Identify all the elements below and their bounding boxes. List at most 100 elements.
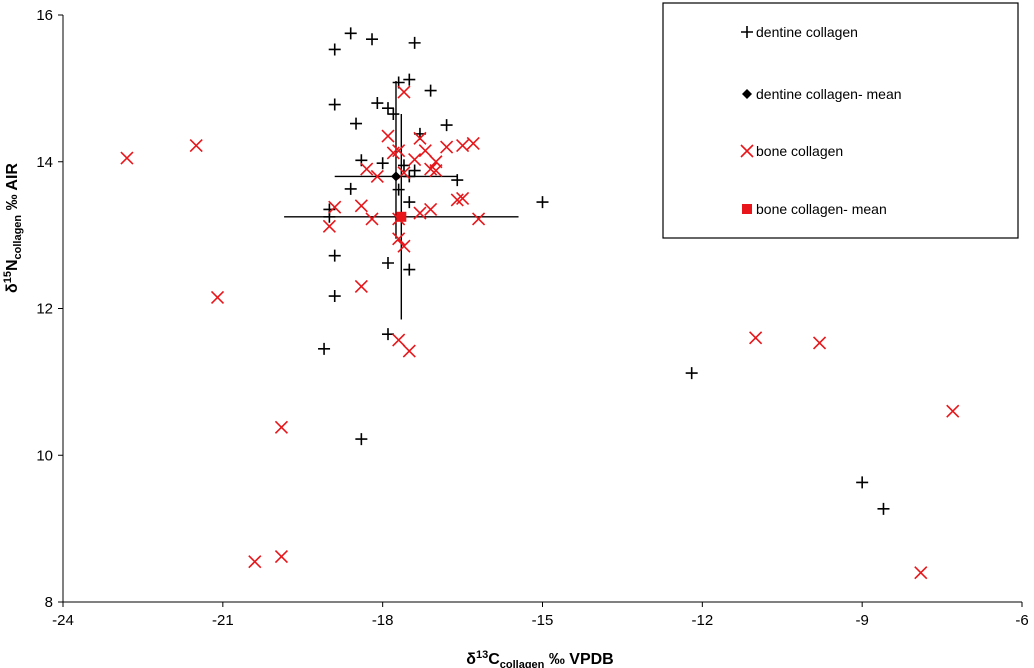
- legend-symbol: [742, 89, 752, 99]
- data-point: [381, 328, 394, 341]
- data-point: [403, 196, 416, 209]
- data-point: [392, 183, 405, 196]
- data-point: [354, 279, 368, 294]
- data-point: [328, 249, 341, 262]
- legend-label: dentine collagen- mean: [756, 86, 902, 102]
- data-point: [451, 174, 464, 187]
- data-point: [812, 336, 827, 350]
- x-tick-label: -9: [855, 612, 868, 629]
- data-point: [360, 162, 374, 176]
- data-point: [946, 404, 960, 418]
- data-point: [210, 290, 225, 305]
- data-point: [344, 182, 357, 195]
- data-point: [685, 367, 698, 380]
- x-tick-label: -12: [691, 612, 713, 629]
- legend-box: [662, 2, 1019, 239]
- data-point: [914, 566, 928, 580]
- data-point: [390, 171, 401, 182]
- data-point: [381, 257, 394, 270]
- legend-symbol: [742, 204, 752, 214]
- legend-symbol: [740, 144, 754, 158]
- data-point: [440, 140, 454, 154]
- data-point: [392, 232, 406, 246]
- data-point: [370, 169, 384, 183]
- legend-symbol: [741, 26, 753, 38]
- data-point: [877, 502, 890, 515]
- legend-label: bone collagen: [756, 143, 843, 159]
- data-point: [424, 162, 438, 176]
- data-point: [392, 144, 406, 158]
- data-point: [120, 151, 134, 165]
- y-tick-label: 16: [36, 7, 53, 24]
- data-point: [274, 420, 289, 434]
- data-point: [536, 196, 549, 209]
- y-tick-label: 8: [45, 594, 53, 611]
- data-point: [456, 139, 470, 153]
- data-points: [120, 27, 960, 580]
- y-tick-label: 12: [36, 301, 53, 318]
- data-point: [456, 191, 470, 206]
- data-point: [189, 139, 203, 153]
- y-tick-label: 10: [36, 447, 53, 464]
- data-point: [366, 33, 379, 46]
- data-point: [424, 202, 438, 217]
- data-point: [413, 206, 427, 220]
- data-point: [466, 136, 480, 150]
- data-point: [424, 84, 437, 97]
- y-axis-title: δ15Ncollagen ‰ AIR: [2, 163, 24, 293]
- data-point: [328, 200, 342, 214]
- data-point: [408, 164, 421, 177]
- data-point: [328, 98, 341, 111]
- data-point: [274, 549, 289, 564]
- data-point: [397, 239, 411, 253]
- data-point: [344, 27, 357, 40]
- data-point: [408, 36, 421, 49]
- data-point: [381, 129, 395, 143]
- x-tick-label: -6: [1015, 612, 1028, 629]
- x-tick-label: -18: [372, 612, 394, 629]
- axes: [58, 14, 1023, 607]
- legend: dentine collagen dentine collagen- mean bo…: [662, 2, 1019, 239]
- x-tick-labels: -24 -21 -18 -15 -12 -9 -6: [52, 612, 1029, 629]
- data-point: [403, 263, 416, 276]
- data-point: [354, 199, 368, 213]
- data-point: [248, 555, 262, 569]
- data-point: [365, 212, 379, 226]
- data-point: [387, 108, 400, 121]
- data-point: [396, 211, 407, 222]
- data-point: [328, 290, 341, 303]
- data-point: [402, 344, 416, 358]
- error-bars: [284, 81, 519, 320]
- y-tick-label: 14: [36, 154, 53, 171]
- data-point: [408, 152, 422, 167]
- x-tick-label: -15: [532, 612, 554, 629]
- legend-label: bone collagen- mean: [756, 201, 887, 217]
- data-point: [856, 476, 869, 489]
- data-point: [418, 144, 432, 158]
- data-point: [381, 102, 394, 115]
- x-tick-label: -21: [212, 612, 234, 629]
- data-point: [450, 193, 464, 207]
- legend-label: dentine collagen: [756, 24, 858, 40]
- data-point: [472, 212, 486, 226]
- data-point: [749, 331, 763, 345]
- data-point: [397, 159, 410, 172]
- data-point: [429, 163, 443, 178]
- data-point: [413, 131, 427, 145]
- data-point: [371, 97, 384, 110]
- data-point: [318, 342, 331, 355]
- x-axis-title: δ13Ccollagen ‰ VPDB: [466, 649, 613, 668]
- data-point: [322, 219, 336, 233]
- data-point: [397, 85, 411, 99]
- data-point: [328, 43, 341, 56]
- data-point: [392, 333, 406, 347]
- data-point: [403, 73, 416, 86]
- x-tick-label: -24: [52, 612, 74, 629]
- data-point: [403, 170, 416, 183]
- data-point: [440, 119, 453, 132]
- data-point: [355, 433, 368, 446]
- data-point: [350, 117, 363, 130]
- y-tick-labels: 8 10 12 14 16: [36, 7, 53, 611]
- data-point: [376, 157, 389, 170]
